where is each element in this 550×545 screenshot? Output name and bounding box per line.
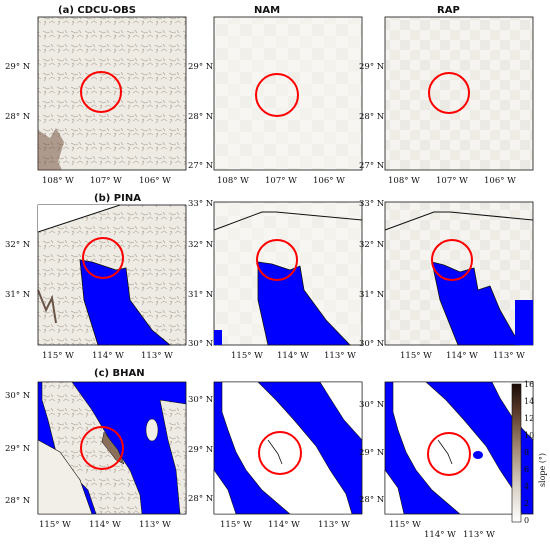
lon-tick: 115° W <box>220 520 252 530</box>
lat-tick: 31° N <box>188 290 214 300</box>
lat-tick: 30° N <box>359 339 385 349</box>
lat-tick: 27° N <box>188 161 214 171</box>
lon-tick: 113° W <box>141 351 173 361</box>
panel-a-rap <box>384 16 534 171</box>
lon-tick: 107° W <box>265 176 297 186</box>
colorbar-gradient <box>511 383 522 523</box>
lon-tick: 114° W <box>92 351 124 361</box>
panel-b-obs <box>37 204 187 346</box>
study-area-marker <box>82 237 124 279</box>
lon-tick: 114° W <box>89 520 121 530</box>
panel-b-rap <box>384 201 534 346</box>
lon-tick: 113° W <box>324 351 356 361</box>
lon-tick: 106° W <box>484 176 516 186</box>
lon-tick: 108° W <box>388 176 420 186</box>
study-area-marker <box>428 72 470 114</box>
row-a-title: (a) CDCU-OBS <box>58 5 136 16</box>
colorbar-tick: 6 <box>524 465 529 474</box>
lat-tick: 29° N <box>5 62 31 72</box>
study-area-marker <box>431 239 473 281</box>
lat-tick: 31° N <box>359 290 385 300</box>
panel-c-obs <box>37 381 187 515</box>
colorbar-tick: 8 <box>524 448 529 457</box>
study-area-marker <box>256 239 298 281</box>
lat-tick: 28° N <box>188 494 214 504</box>
lon-tick: 115° W <box>39 520 71 530</box>
row-c-title: (c) BHAN <box>94 368 145 379</box>
colorbar-label: slope (°) <box>538 453 547 487</box>
lon-tick: 115° W <box>231 351 263 361</box>
colorbar-tick: 4 <box>524 482 529 491</box>
lat-tick: 33° N <box>359 199 385 209</box>
lon-tick: 113° W <box>318 520 350 530</box>
lon-tick: 115° W <box>400 351 432 361</box>
lat-tick: 30° N <box>5 391 31 401</box>
lon-tick: 106° W <box>313 176 345 186</box>
lon-tick: 114° W <box>277 351 309 361</box>
lon-tick: 114° W <box>446 351 478 361</box>
lon-tick: 115° W <box>389 520 421 530</box>
lat-tick: 28° N <box>5 496 31 506</box>
panel-a-obs <box>37 16 187 171</box>
lat-tick: 32° N <box>188 240 214 250</box>
colorbar-tick: 14 <box>524 397 534 406</box>
lat-tick: 28° N <box>359 495 385 505</box>
lat-tick: 30° N <box>359 400 385 410</box>
study-area-marker <box>80 71 122 113</box>
panel-b-nam <box>213 201 363 346</box>
lat-tick: 27° N <box>359 161 385 171</box>
lat-tick: 31° N <box>5 290 31 300</box>
lon-tick: 114° W <box>424 530 456 540</box>
lat-tick: 28° N <box>188 112 214 122</box>
lat-tick: 28° N <box>5 112 31 122</box>
panel-a-nam <box>213 16 363 171</box>
lon-tick: 107° W <box>90 176 122 186</box>
lon-tick: 113° W <box>139 520 171 530</box>
lat-tick: 29° N <box>5 444 31 454</box>
lat-tick: 30° N <box>188 395 214 405</box>
col-title-nam-a: NAM <box>254 5 280 16</box>
panel-c-rap <box>384 381 534 515</box>
colorbar-tick: 0 <box>524 516 529 525</box>
lon-tick: 107° W <box>436 176 468 186</box>
lat-tick: 30° N <box>188 339 214 349</box>
lat-tick: 29° N <box>188 62 214 72</box>
panel-c-nam <box>213 381 363 515</box>
colorbar-tick: 10 <box>524 431 534 440</box>
lon-tick: 115° W <box>42 351 74 361</box>
lon-tick: 108° W <box>217 176 249 186</box>
colorbar-tick: 16 <box>524 380 534 389</box>
lon-tick: 106° W <box>139 176 171 186</box>
study-area-marker <box>427 432 471 476</box>
lat-tick: 32° N <box>5 240 31 250</box>
lat-tick: 32° N <box>359 240 385 250</box>
lat-tick: 29° N <box>359 448 385 458</box>
lat-tick: 29° N <box>359 62 385 72</box>
lon-tick: 113° W <box>493 351 525 361</box>
lat-tick: 28° N <box>359 112 385 122</box>
colorbar: 16 14 12 10 8 6 4 2 0 slope (°) <box>511 380 547 525</box>
row-b-title: (b) PINA <box>94 193 141 204</box>
study-area-marker <box>80 426 124 470</box>
lat-tick: 33° N <box>188 199 214 209</box>
colorbar-tick: 12 <box>524 414 534 423</box>
colorbar-tick: 2 <box>524 499 529 508</box>
study-area-marker <box>258 431 302 475</box>
study-area-marker <box>255 73 299 117</box>
lon-tick: 113° W <box>463 530 495 540</box>
lon-tick: 108° W <box>42 176 74 186</box>
lon-tick: 114° W <box>268 520 300 530</box>
col-title-rap-a: RAP <box>437 5 460 16</box>
lat-tick: 29° N <box>188 445 214 455</box>
